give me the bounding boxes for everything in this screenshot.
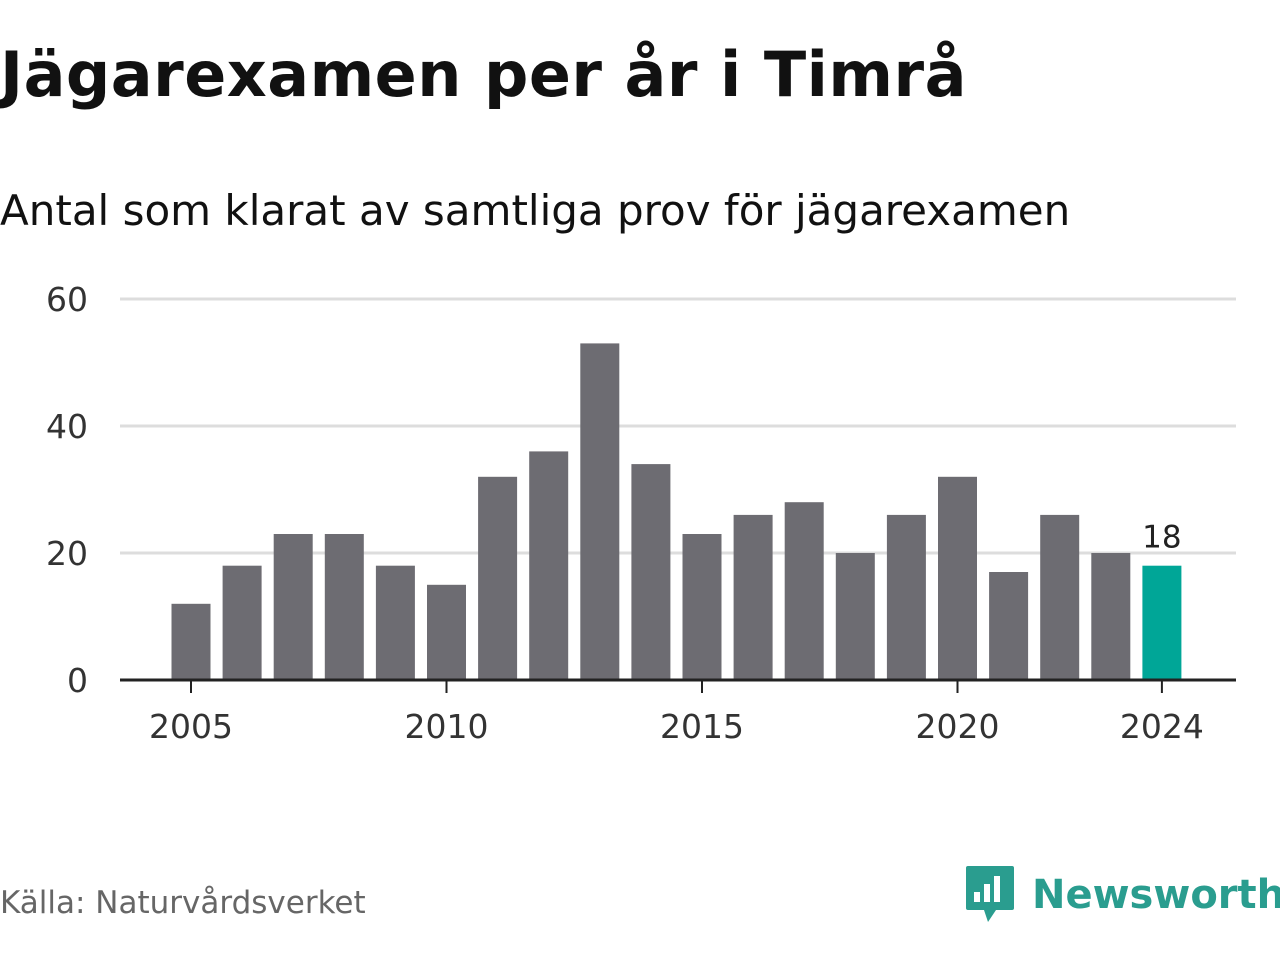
x-tick-label: 2024 — [1120, 707, 1204, 746]
bar-2020 — [938, 476, 977, 680]
x-tick-label: 2015 — [660, 707, 744, 746]
x-tick-label: 2010 — [405, 707, 489, 746]
bar-2016 — [733, 514, 773, 680]
data-label-2024: 18 — [1142, 520, 1181, 556]
x-axis — [120, 678, 1236, 693]
bar-2018 — [835, 553, 875, 680]
chart-title: Jägarexamen per år i Timrå — [0, 38, 967, 111]
bar-2010 — [427, 584, 466, 681]
y-tick-label: 40 — [46, 407, 88, 446]
bar-series — [171, 343, 1182, 681]
bar-2006 — [222, 565, 262, 680]
bar-2005 — [171, 603, 211, 680]
newsworthy-logo-icon — [966, 866, 1014, 922]
source-note: Källa: Naturvårdsverket — [0, 885, 366, 921]
brand-logo[interactable]: Newsworthy — [964, 864, 1280, 926]
bar-2017 — [784, 502, 824, 680]
y-tick-label: 60 — [46, 280, 88, 319]
tick-labels: 0 20 40 60 18 2005 2010 2015 2020 2024 — [46, 280, 1204, 746]
bar-2023 — [1091, 553, 1131, 680]
x-tick-label: 2005 — [149, 707, 233, 746]
bar-2022 — [1040, 514, 1080, 680]
brand-name: Newsworthy — [1032, 872, 1280, 918]
bar-2014 — [631, 464, 671, 680]
bar-2009 — [375, 565, 415, 680]
bar-2024 — [1142, 565, 1182, 680]
y-tick-label: 20 — [46, 534, 88, 573]
x-tick-label: 2020 — [916, 707, 1000, 746]
bar-2012 — [529, 451, 569, 680]
bar-2013 — [580, 343, 620, 680]
bar-2021 — [989, 572, 1029, 680]
bar-2011 — [478, 476, 518, 680]
bar-2007 — [273, 534, 313, 680]
y-tick-label: 0 — [67, 661, 88, 700]
bar-2015 — [682, 534, 722, 680]
bar-2008 — [324, 534, 364, 680]
bar-2019 — [886, 514, 926, 680]
chart-subtitle: Antal som klarat av samtliga prov för jä… — [0, 186, 1071, 235]
